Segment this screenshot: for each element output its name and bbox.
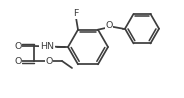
- Text: F: F: [73, 9, 79, 18]
- Text: O: O: [14, 41, 22, 50]
- Text: HN: HN: [40, 41, 54, 50]
- Text: O: O: [105, 21, 113, 30]
- Text: O: O: [14, 57, 22, 65]
- Text: O: O: [45, 57, 53, 65]
